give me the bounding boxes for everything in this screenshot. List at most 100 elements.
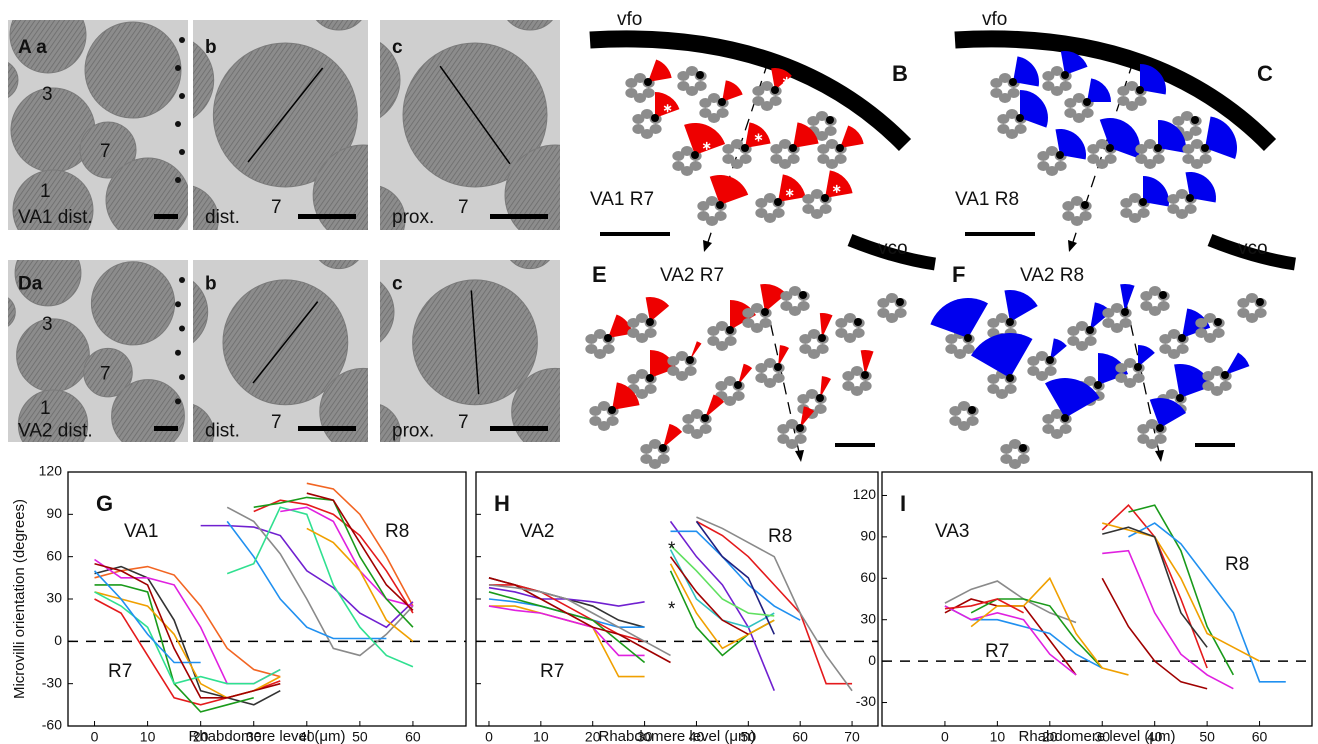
r7-r8 — [1086, 326, 1094, 334]
orientation-fan — [1099, 117, 1140, 159]
data-line — [253, 499, 414, 614]
photoreceptor — [1037, 161, 1050, 171]
photoreceptor — [686, 66, 698, 76]
rhabdomere — [318, 260, 359, 270]
scale-bar — [298, 426, 356, 431]
photoreceptor — [699, 424, 712, 434]
em-label: 3 — [42, 314, 53, 335]
r7-r8 — [659, 444, 667, 452]
photoreceptor — [755, 363, 768, 373]
photoreceptor — [672, 161, 685, 171]
orientation-fan — [778, 345, 789, 367]
plot-area — [93, 482, 414, 713]
photoreceptor — [1042, 81, 1055, 91]
em-label: 7 — [271, 412, 282, 433]
star-mark — [754, 133, 763, 142]
orientation-fan — [825, 170, 853, 198]
photoreceptor — [742, 308, 755, 318]
photoreceptor — [1126, 81, 1138, 91]
r8-label: R8 — [1225, 554, 1249, 575]
photoreceptor — [949, 416, 962, 426]
y-tick-label: 0 — [868, 652, 876, 668]
photoreceptor — [1046, 166, 1058, 176]
photoreceptor — [816, 344, 829, 354]
rhabdomere — [506, 20, 554, 31]
photoreceptor — [1144, 159, 1156, 169]
photoreceptor — [708, 113, 720, 123]
rhabdomere — [193, 404, 215, 442]
photoreceptor — [761, 81, 773, 91]
photoreceptor — [794, 434, 807, 444]
photoreceptor — [732, 391, 745, 401]
x-tick-label: 20 — [1042, 729, 1058, 744]
orientation-fan — [1055, 129, 1086, 160]
orientation-fan — [1138, 345, 1155, 367]
photoreceptor — [1076, 321, 1088, 331]
photoreceptor — [816, 131, 828, 141]
photoreceptor — [739, 154, 752, 164]
orientation-fan — [1185, 172, 1216, 203]
rhabdomere — [9, 20, 87, 74]
photoreceptor — [945, 334, 958, 344]
photoreceptor — [1212, 328, 1225, 338]
r7-r8 — [1106, 144, 1114, 152]
orientation-fan — [722, 80, 743, 102]
orientation-fan — [650, 350, 677, 378]
photoreceptor — [1006, 109, 1018, 119]
r7-r8 — [1191, 116, 1199, 124]
photoreceptor — [1219, 381, 1232, 391]
photoreceptor — [769, 96, 782, 106]
x-tick-label: 60 — [405, 729, 421, 744]
photoreceptor — [691, 429, 703, 439]
photoreceptor — [1079, 211, 1092, 221]
photoreceptor — [877, 308, 890, 318]
data-line — [669, 570, 775, 657]
fovea-label: vfo — [982, 9, 1007, 30]
data-line — [94, 565, 281, 706]
photoreceptor — [1157, 301, 1170, 311]
x-axis-label: Rhabdomere level (μm) — [598, 728, 755, 744]
photoreceptor — [1191, 159, 1203, 169]
arrow-head — [1068, 240, 1077, 252]
r7-r8 — [651, 114, 659, 122]
photoreceptor — [1254, 308, 1267, 318]
orientation-fan — [1225, 352, 1250, 375]
photoreceptor — [1168, 349, 1180, 359]
x-tick-label: 50 — [741, 729, 757, 744]
photoreceptor — [707, 336, 720, 346]
photoreceptor — [759, 318, 772, 328]
photoreceptor — [625, 78, 638, 88]
data-line — [94, 591, 281, 685]
r7-r8 — [1009, 78, 1017, 86]
data-line — [944, 605, 1077, 676]
photoreceptor — [1237, 298, 1250, 308]
r7-r8 — [1186, 194, 1194, 202]
em-label: prox. — [392, 421, 434, 442]
orientation-line — [252, 301, 319, 384]
diagram-title: VA2 R8 — [1020, 265, 1084, 286]
photoreceptor — [1137, 208, 1150, 218]
photoreceptor — [851, 386, 863, 396]
photoreceptor — [1154, 434, 1167, 444]
photoreceptor — [1051, 409, 1063, 419]
x-axis-label: Rhabdomere level (μm) — [1018, 728, 1175, 744]
x-tick-label: 0 — [91, 729, 99, 744]
r7-r8 — [646, 374, 654, 382]
photoreceptor — [817, 144, 830, 154]
r7-r8 — [1156, 424, 1164, 432]
em-label: b — [205, 37, 217, 58]
data-line — [200, 524, 414, 629]
x-axis-label: Rhabdomere level (μm) — [188, 728, 345, 744]
panel-letter: B — [892, 61, 908, 86]
data-line — [669, 544, 775, 617]
y-axis-label: Microvilli orientation (degrees) — [11, 499, 28, 699]
photoreceptor — [636, 389, 648, 399]
photoreceptor — [1124, 358, 1136, 368]
photoreceptor — [722, 154, 735, 164]
rhabdomere — [380, 281, 395, 343]
photoreceptor — [676, 371, 688, 381]
photoreceptor — [1172, 116, 1185, 126]
photoreceptor — [602, 344, 615, 354]
photoreceptor — [1071, 216, 1083, 226]
